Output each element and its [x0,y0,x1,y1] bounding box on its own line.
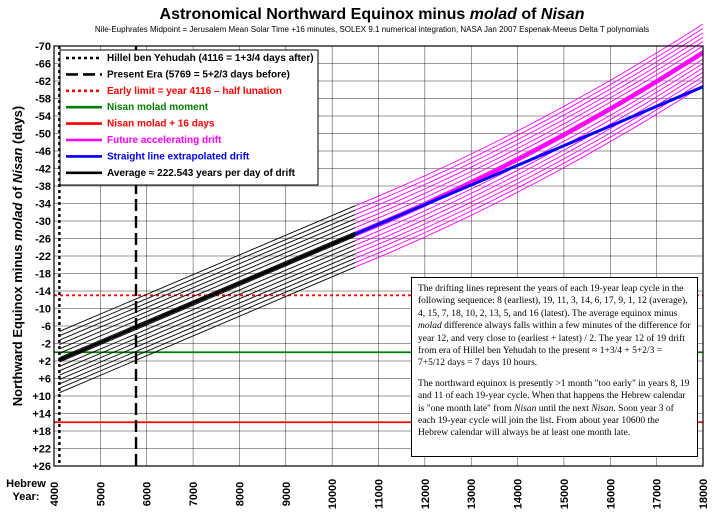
y-tick-label: -22 [35,251,51,263]
annotation-paragraph-2: The northward equinox is presently >1 mo… [418,378,690,439]
y-tick-label: +22 [32,444,51,456]
y-tick-label: +10 [32,391,51,403]
drift-line-historical [59,231,356,359]
y-tick-label: +6 [38,374,51,386]
x-tick-label: 17000 [652,479,664,510]
chart-title: Astronomical Northward Equinox minus mol… [160,6,585,23]
drift-line-historical [59,266,356,394]
drift-line-historical [59,205,356,332]
y-tick-label: -14 [35,286,52,298]
y-tick-label: -30 [35,216,51,228]
y-tick-label: +18 [32,426,51,438]
legend-box [59,49,319,186]
y-tick-label: -38 [35,181,51,193]
drift-line-historical [59,240,356,367]
y-tick-labels: -70 -66 -62 -58 -54 -50 -46 -42 -38 -34 -30 -26 -22 -… [32,41,52,473]
drift-line-future [355,41,704,224]
legend-label: Average ≈ 222.543 years per day of drift [107,168,296,179]
x-tick-label: 8000 [234,482,246,506]
drift-line-historical [59,209,356,337]
x-tick-label: 18000 [698,479,710,510]
legend-label: Future accelerating drift [107,135,222,146]
x-tick-label: 11000 [374,479,386,509]
drift-line-historical [59,222,356,350]
y-tick-label: -10 [35,304,51,316]
annotation-box: The drifting lines represent the years o… [411,277,698,457]
y-tick-label: -34 [35,199,52,211]
drift-line-future [355,71,704,255]
y-tick-label: +26 [32,461,51,473]
x-tick-label: 5000 [95,482,107,506]
y-tick-label: -62 [35,76,51,88]
drift-line-future [355,28,704,211]
drift-line-historical [59,262,356,389]
x-tick-label: 6000 [142,482,154,506]
x-tick-label: 13000 [466,479,478,510]
y-tick-label: -2 [41,339,51,351]
drift-line-historical [59,253,356,381]
y-tick-label: -42 [35,164,51,176]
drift-line-historical [59,235,356,363]
y-tick-label: -18 [35,269,51,281]
x-tick-label: 7000 [188,482,200,506]
drift-line-future [355,54,704,237]
chart-subtitle: Nile-Euphrates Midpoint = Jerusalem Mean… [95,25,649,34]
y-tick-label: -46 [35,146,51,158]
drift-line-historical [59,244,356,372]
x-tick-label: 10000 [327,479,339,510]
legend-label: Nisan molad moment [107,102,209,113]
series-lines [58,51,704,362]
x-axis-label-line1: Hebrew [6,478,46,490]
x-tick-label: 4000 [49,482,61,506]
x-tick-label: 12000 [420,479,432,510]
y-tick-label: +2 [38,356,51,368]
drift-line-historical [59,257,356,385]
drift-line-future [355,63,704,246]
plot-frame [53,45,704,467]
legend-label: Nisan molad + 16 days [107,119,215,130]
annotation-paragraph-1: The drifting lines represent the years o… [418,284,691,369]
y-tick-label: -70 [35,41,51,53]
legend-label: Hillel ben Yehudah (4116 = 1+3/4 days af… [107,53,314,64]
drift-line-future [355,67,704,250]
legend-label: Straight line extrapolated drift [107,151,250,162]
legend-label: Present Era (5769 = 5+2/3 days before) [107,69,290,80]
series-future-accelerating [354,51,704,236]
x-tick-label: 14000 [513,479,525,510]
y-tick-label: -6 [41,321,51,333]
x-tick-label: 16000 [605,479,617,510]
drift-line-historical [59,227,356,354]
drift-line-future [355,23,704,207]
drift-line-historical [59,214,356,341]
drift-line-future [355,36,704,220]
drift-line-future [355,50,704,233]
series-average [58,232,356,362]
y-tick-label: -54 [35,111,52,123]
y-axis-label: Northward Equinox minus molad of Nisan (… [10,106,25,407]
x-axis-label-line2: Year: [13,491,40,503]
legend-label: Early limit = year 4116 – half lunation [107,86,282,97]
y-tick-label: -66 [35,59,51,71]
drift-line-future [355,76,704,259]
x-tick-label: 9000 [281,482,293,506]
legend: Hillel ben Yehudah (4116 = 1+3/4 days af… [59,49,319,186]
x-tick-labels: 4000 5000 6000 7000 8000 9000 10000 11000 12000 1… [49,479,710,510]
drift-line-historical [59,218,356,346]
x-tick-label: 15000 [559,479,571,510]
drift-line-future [355,85,704,268]
y-tick-label: -58 [35,94,51,106]
drift-line-future [355,80,704,264]
drift-line-historical [59,249,356,376]
series-straight-extrapolated [354,85,704,236]
y-tick-label: -26 [35,234,51,246]
y-tick-label: +14 [32,409,52,421]
drift-line-future [355,32,704,215]
y-tick-label: -50 [35,129,51,141]
drift-line-future [355,45,704,229]
